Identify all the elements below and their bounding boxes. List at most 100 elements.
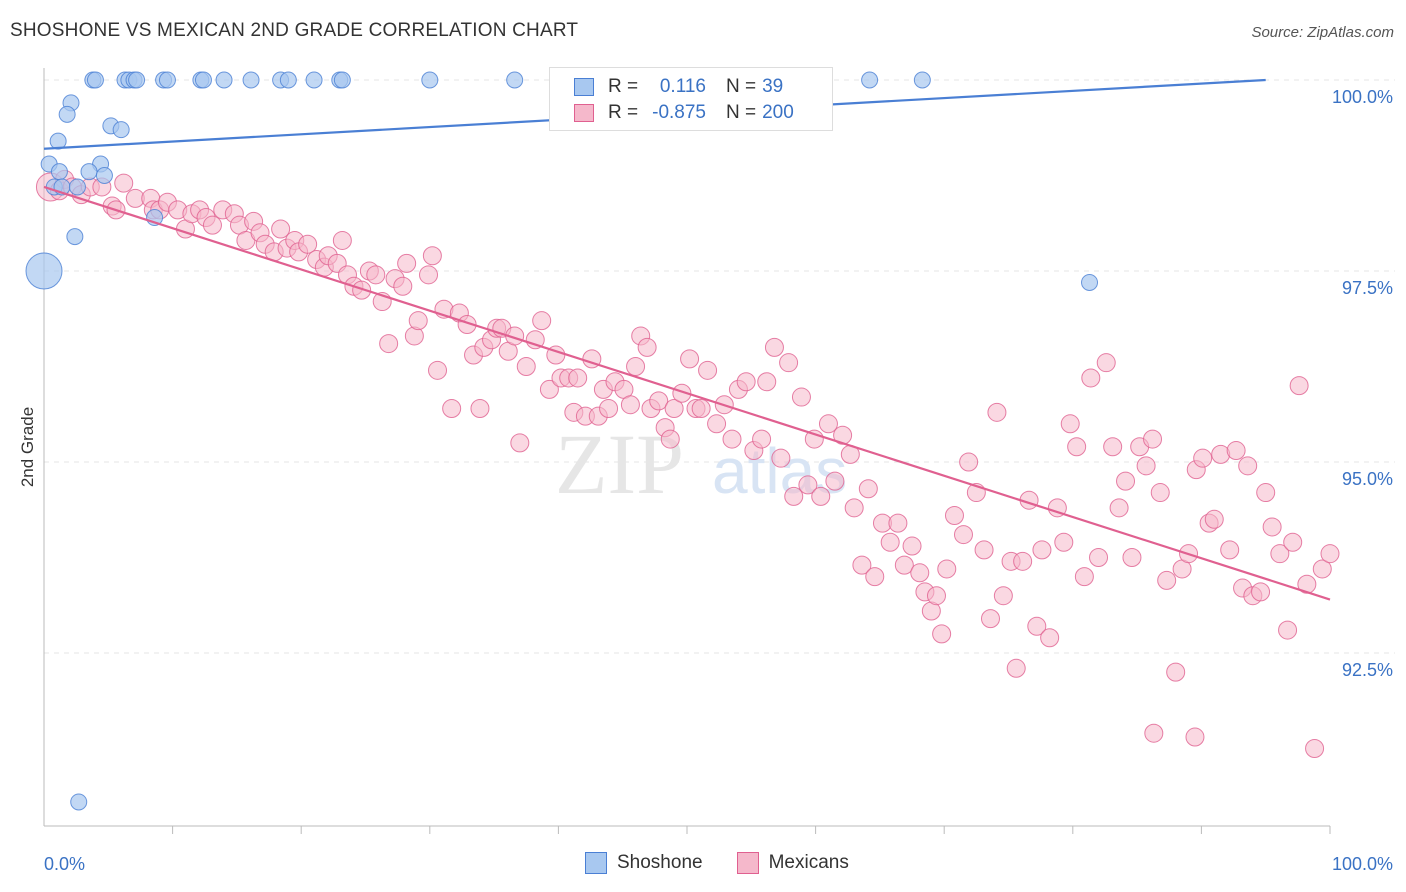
shoshone-swatch	[585, 852, 607, 874]
y-tick-labels: 92.5% 95.0% 97.5% 100.0%	[1332, 87, 1393, 680]
x-tick-marks	[172, 826, 1331, 834]
shoshone-point	[333, 71, 351, 89]
shoshone-points	[25, 71, 1099, 811]
mexicans-point	[1122, 548, 1142, 567]
mexicans-point	[791, 387, 811, 407]
r-value: 0.116	[659, 76, 706, 97]
mexicans-point	[811, 486, 831, 506]
y-tick-label: 95.0%	[1342, 469, 1393, 489]
mexicans-point	[1166, 662, 1186, 682]
shoshone-point	[68, 178, 86, 196]
mexicans-point	[1312, 559, 1332, 579]
mexicans-point	[516, 357, 536, 376]
mexicans-point	[1204, 509, 1224, 529]
mexicans-point	[298, 234, 318, 254]
stats-legend: R = 0.116 N = 39 R = -0.875 N = 200	[549, 67, 833, 131]
shoshone-point	[49, 132, 67, 150]
mexicans-point	[397, 253, 417, 273]
mexicans-point	[672, 383, 692, 403]
mexicans-point	[926, 586, 946, 606]
mexicans-point	[1116, 471, 1136, 491]
mexicans-point	[366, 265, 386, 285]
mexicans-point	[568, 368, 588, 388]
shoshone-point	[913, 71, 931, 89]
series-legend: Shoshone Mexicans	[585, 852, 883, 874]
mexicans-point	[510, 433, 530, 453]
shoshone-point	[128, 71, 146, 89]
shoshone-point	[506, 71, 524, 89]
mexicans-point	[1047, 498, 1067, 518]
legend-item-mexicans: Mexicans	[736, 852, 849, 874]
mexicans-point	[1226, 441, 1246, 461]
mexicans-point	[825, 471, 845, 491]
shoshone-point	[95, 167, 113, 184]
mexicans-point	[902, 536, 922, 556]
shoshone-point	[25, 252, 63, 290]
legend-row-mexicans: R = -0.875 N = 200	[550, 101, 794, 125]
mexicans-point	[1238, 456, 1258, 476]
mexicans-point	[539, 379, 559, 399]
shoshone-point	[66, 228, 84, 246]
mexicans-point	[649, 391, 669, 411]
mexicans-point	[858, 479, 878, 499]
grid-lines	[44, 79, 1395, 654]
r-value: -0.875	[652, 102, 706, 123]
mexicans-point	[1144, 723, 1164, 743]
mexicans-point	[202, 215, 222, 235]
mexicans-point	[660, 429, 680, 449]
mexicans-point	[1193, 448, 1213, 468]
mexicans-point	[637, 337, 657, 357]
shoshone-point	[50, 163, 68, 181]
mexicans-point	[664, 399, 684, 419]
mexicans-point	[532, 311, 552, 331]
mexicans-point	[1136, 456, 1156, 476]
mexicans-swatch	[574, 104, 594, 122]
mexicans-point	[332, 230, 352, 250]
mexicans-point	[1185, 727, 1205, 747]
legend-row-shoshone: R = 0.116 N = 39	[550, 75, 783, 99]
mexicans-point	[1305, 739, 1325, 758]
shoshone-point	[421, 71, 439, 89]
chart-title: SHOSHONE VS MEXICAN 2ND GRADE CORRELATIO…	[10, 20, 579, 41]
mexicans-point	[1289, 376, 1309, 396]
n-value: 200	[762, 102, 794, 123]
shoshone-point	[861, 71, 879, 89]
mexicans-point	[974, 540, 994, 560]
mexicans-point	[1074, 567, 1094, 587]
mexicans-point	[442, 399, 462, 419]
y-tick-label: 100.0%	[1332, 87, 1393, 107]
x-tick-label-max: 100.0%	[1332, 854, 1393, 874]
y-tick-label: 97.5%	[1342, 278, 1393, 298]
shoshone-point	[242, 71, 260, 89]
mexicans-point	[944, 505, 964, 525]
mexicans-point	[980, 609, 1000, 629]
mexicans-point	[1150, 483, 1170, 503]
r-label: R =	[608, 102, 639, 123]
mexicans-point	[1096, 353, 1116, 373]
mexicans-point	[894, 555, 914, 575]
mexicans-point	[1103, 437, 1123, 457]
mexicans-point	[1032, 540, 1052, 560]
shoshone-point	[86, 71, 104, 89]
mexicans-point	[419, 265, 439, 285]
mexicans-point	[910, 563, 930, 583]
mexicans-point	[698, 360, 718, 380]
mexicans-point	[1013, 551, 1033, 571]
shoshone-point	[158, 71, 176, 89]
mexicans-point	[428, 360, 448, 380]
mexicans-point	[707, 414, 727, 434]
mexicans-point	[1320, 544, 1340, 564]
shoshone-point	[80, 163, 98, 181]
mexicans-point	[1256, 483, 1276, 503]
mexicans-point	[865, 567, 885, 587]
mexicans-point	[1060, 414, 1080, 434]
shoshone-point	[1081, 273, 1099, 291]
mexicans-point	[1157, 570, 1177, 590]
source-label: Source: ZipAtlas.com	[1251, 24, 1394, 41]
mexicans-point	[1089, 548, 1109, 567]
mexicans-point	[1143, 429, 1163, 449]
mexicans-point	[352, 280, 372, 300]
mexicans-point	[599, 399, 619, 419]
mexicans-point	[408, 311, 428, 331]
mexicans-point	[987, 402, 1007, 422]
